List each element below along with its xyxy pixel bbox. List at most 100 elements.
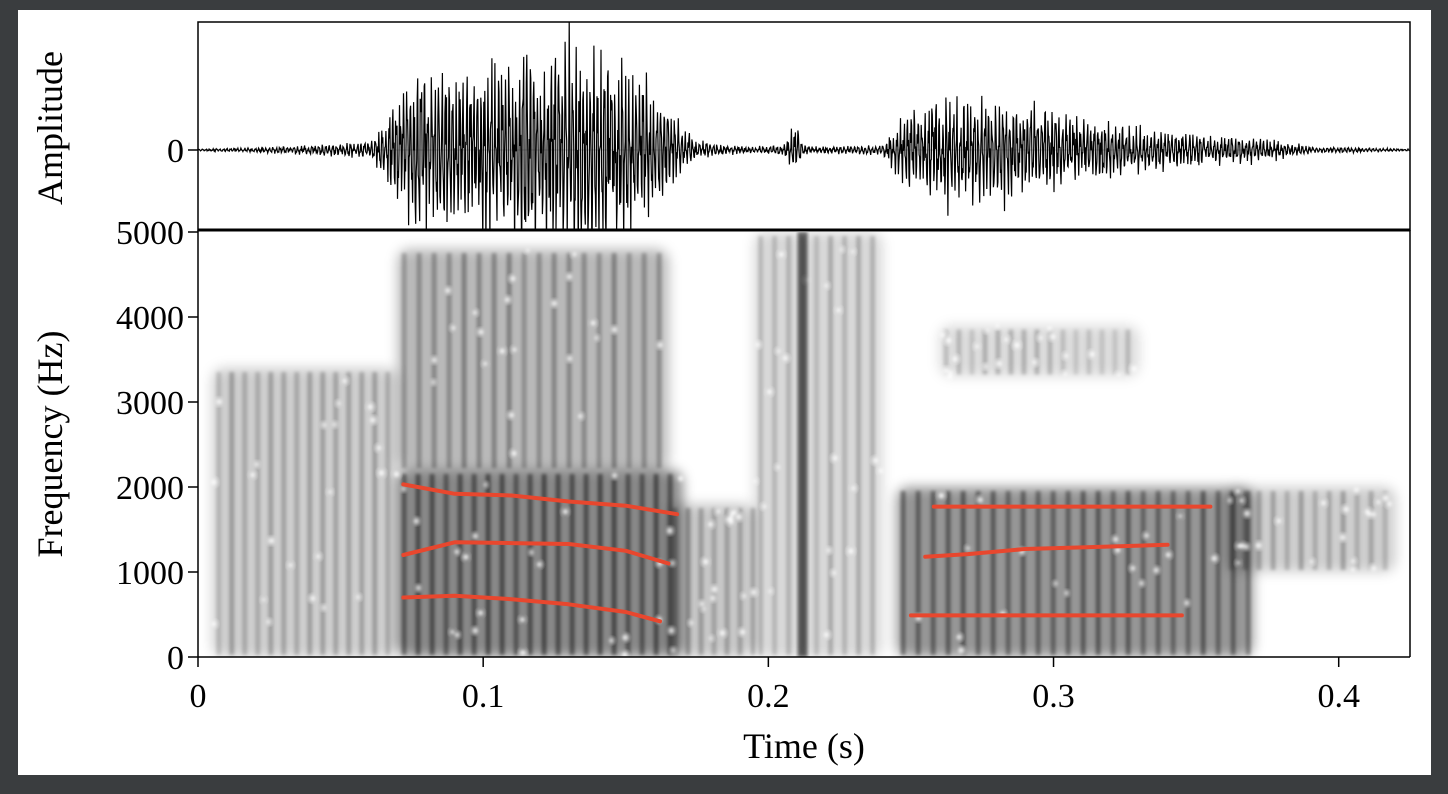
spectrogram-striation [828, 236, 834, 655]
spectrogram-striation [346, 372, 352, 655]
spectrogram-speckle [668, 627, 675, 634]
spectrogram-striation [930, 491, 936, 655]
spectrogram-striation [814, 236, 820, 655]
spectrogram-speckle [1382, 495, 1389, 502]
spectrogram-striation [1065, 491, 1071, 655]
spectrogram-striation [1242, 491, 1248, 570]
spectrogram-speckle [984, 364, 988, 369]
spectrogram-striation [1095, 491, 1101, 655]
spectrogram-striation [1354, 491, 1360, 570]
spectrogram-speckle [1089, 351, 1095, 358]
spectrogram-speckle [578, 414, 583, 419]
y-tick-label: 3000 [116, 385, 184, 422]
spectrogram-striation [499, 474, 505, 655]
spectrogram-striation [1110, 491, 1116, 655]
spectrogram-speckle [736, 514, 742, 520]
spectrogram-y-axis-title: Frequency (Hz) [30, 331, 70, 558]
waveform-trace [198, 22, 1410, 230]
spectrogram-striation [555, 474, 561, 655]
spectrogram-speckle [473, 533, 478, 539]
spectrogram-speckle [739, 629, 746, 635]
spectrogram-striation [1155, 491, 1161, 655]
spectrogram-speckle [472, 310, 477, 315]
spectrogram-striation [1020, 491, 1026, 655]
spectrogram-speckle [609, 638, 614, 643]
spectrogram-speckle [483, 483, 487, 487]
spectrogram-striation [915, 491, 921, 655]
waveform-y-axis-title: Amplitude [30, 51, 70, 205]
y-tick-label: 4000 [116, 300, 184, 337]
spectrogram-speckle [508, 412, 514, 418]
spectrogram-speckle [393, 471, 400, 478]
spectrogram-speckle [727, 515, 734, 521]
spectrogram-striation [1099, 329, 1105, 375]
spectrogram-speckle [254, 462, 259, 467]
spectrogram-speckle [710, 595, 716, 601]
spectrogram-speckle [536, 562, 542, 567]
spectrogram-striation [969, 329, 975, 375]
spectrogram-speckle [995, 324, 1000, 328]
spectrogram-striation [583, 474, 589, 655]
spectrogram-speckle [590, 320, 596, 326]
spectrogram-speckle [1236, 561, 1241, 565]
y-tick-label: 2000 [116, 470, 184, 507]
spectrogram-striation [698, 508, 704, 655]
spectrogram-speckle [958, 647, 965, 654]
spectrogram-speckle [337, 401, 341, 406]
spectrogram-speckle [526, 248, 530, 253]
spectrogram-speckle [261, 598, 266, 602]
spectrogram-striation [1050, 491, 1056, 655]
x-tick-label: 0 [190, 678, 207, 715]
spectrogram-speckle [1054, 581, 1058, 586]
spectrogram-striation [491, 253, 497, 468]
spectrogram-striation [1125, 329, 1131, 375]
spectrogram-speckle [322, 606, 326, 610]
spectrogram-speckle [1276, 518, 1282, 524]
spectrogram-speckle [1131, 365, 1137, 372]
spectrogram-speckle [832, 570, 836, 575]
spectrogram-striation [581, 253, 587, 468]
spectrogram-speckle [709, 636, 713, 641]
spectrogram-striation [521, 253, 527, 468]
spectrogram-speckle [455, 632, 460, 637]
spectrogram-striation [429, 474, 435, 655]
spectrogram-speckle [824, 283, 829, 288]
spectrogram-speckle [778, 251, 784, 257]
spectrogram-striation [1245, 491, 1251, 655]
spectrogram-speckle [472, 627, 478, 634]
spectrogram-burst [797, 232, 808, 657]
spectrogram-striation [1005, 491, 1011, 655]
spectrogram-speckle [1239, 498, 1244, 503]
spectrogram-striation [551, 253, 557, 468]
spectrogram-striation [333, 372, 339, 655]
spectrogram-striation [1228, 491, 1234, 570]
formant-track-f1-segment1 [401, 593, 662, 624]
spectrogram-striation [672, 508, 678, 655]
spectrogram-striation [569, 474, 575, 655]
spectrogram-striation [653, 474, 659, 655]
spectrogram-speckle [356, 595, 361, 600]
spectrogram-striation [372, 372, 378, 655]
spectrogram-striation [307, 372, 313, 655]
spectrogram-speckle [1244, 510, 1250, 517]
spectrogram-speckle [782, 355, 789, 361]
y-tick-label: 1000 [116, 555, 184, 592]
spectrogram-speckle [621, 651, 628, 657]
spectrogram-speckle [851, 486, 856, 491]
spectrogram-speckle [836, 307, 841, 313]
spectrogram-speckle [762, 504, 767, 509]
spectrogram-speckle [776, 465, 780, 469]
spectrogram-striation [541, 474, 547, 655]
formant-track-f3-segment1 [401, 482, 680, 517]
spectrogram-striation [724, 508, 730, 655]
spectrogram-speckle [768, 589, 772, 593]
spectrogram-striation [255, 372, 261, 655]
spectrogram-speckle [699, 601, 705, 607]
spectrogram-speckle [702, 558, 709, 565]
spectrogram-speckle [1376, 500, 1381, 505]
spectrogram-speckle [367, 404, 374, 410]
spectrogram-speckle [839, 247, 844, 252]
spectrogram-striation [1200, 491, 1206, 655]
spectrogram-striation [995, 329, 1001, 375]
spectrogram-speckle [370, 417, 376, 423]
